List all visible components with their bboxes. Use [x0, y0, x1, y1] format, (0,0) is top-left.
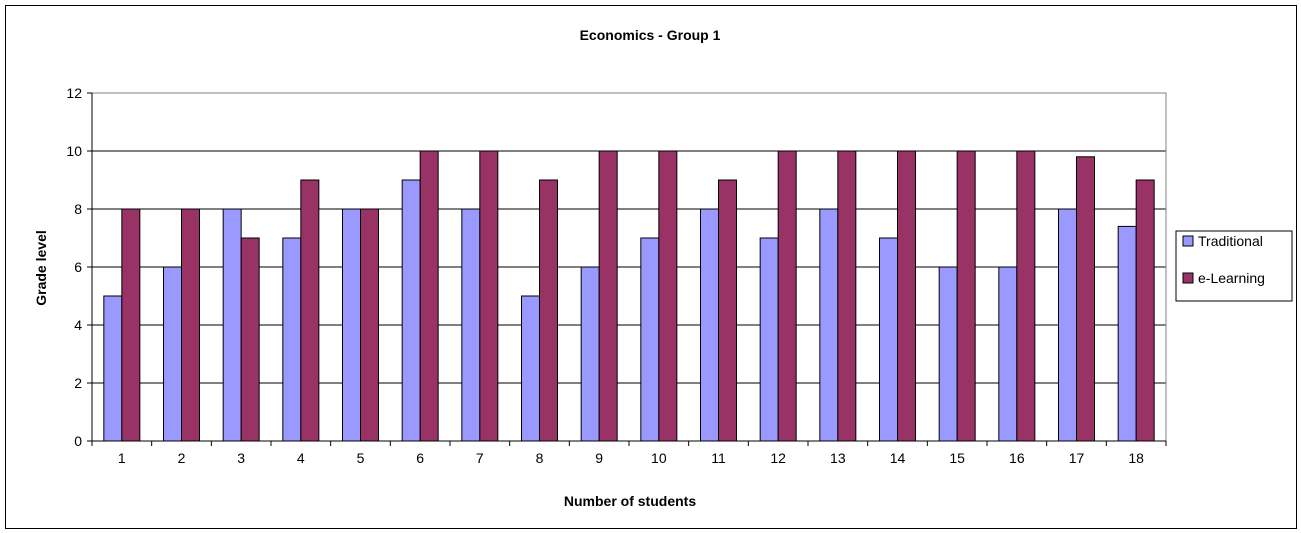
bar-traditional [401, 179, 421, 442]
x-tick-label: 11 [711, 450, 726, 466]
bar-traditional [998, 266, 1018, 442]
x-tick-label: 17 [1069, 450, 1085, 466]
bar-traditional [759, 237, 779, 442]
bar-traditional [938, 266, 958, 442]
bar-traditional [819, 208, 839, 442]
bar-elearning [658, 150, 678, 442]
bar-elearning [897, 150, 916, 442]
bar-elearning [1076, 156, 1095, 442]
bar-traditional [1117, 225, 1137, 442]
bar-elearning [360, 208, 379, 442]
x-tick-label: 1 [118, 450, 126, 466]
bar-elearning [479, 150, 499, 442]
bar-traditional [879, 237, 898, 442]
y-tick-label: 8 [74, 201, 82, 217]
bar-elearning [956, 150, 976, 442]
bars-group [103, 150, 1155, 442]
legend: Traditional e-Learning [1175, 230, 1293, 302]
legend-swatch [1182, 235, 1194, 247]
bar-traditional [163, 266, 182, 442]
chart-title: Economics - Group 1 [580, 27, 721, 43]
legend-label: Traditional [1198, 233, 1263, 249]
y-tick-label: 6 [74, 259, 82, 275]
x-tick-label: 8 [536, 450, 544, 466]
x-tick-label: 18 [1128, 450, 1144, 466]
x-tick-label: 13 [830, 450, 846, 466]
bar-elearning [777, 150, 797, 442]
bar-traditional [521, 295, 540, 442]
bar-elearning [837, 150, 857, 442]
bar-elearning [240, 237, 260, 442]
y-tick-label: 2 [74, 375, 82, 391]
bar-traditional [461, 208, 481, 442]
bar-traditional [282, 237, 302, 442]
x-tick-label: 2 [178, 450, 186, 466]
x-tick-label: 16 [1009, 450, 1025, 466]
legend-box [1175, 230, 1293, 302]
y-tick-label: 12 [66, 85, 82, 101]
x-tick-label: 15 [949, 450, 965, 466]
bar-traditional [342, 208, 361, 442]
x-tick-label: 3 [237, 450, 245, 466]
bar-traditional [222, 208, 242, 442]
x-axis-ticks: 1 2 3 4 5 6 7 8 9 10 11 12 13 14 15 16 17 18 [91, 441, 1167, 466]
x-tick-label: 7 [476, 450, 484, 466]
bar-elearning [539, 179, 558, 442]
x-tick-label: 6 [416, 450, 424, 466]
y-tick-label: 10 [66, 143, 82, 159]
bar-elearning [300, 179, 320, 442]
bar-elearning [598, 150, 618, 442]
y-axis-title: Grade level [33, 230, 49, 306]
y-tick-label: 0 [74, 433, 82, 449]
bar-traditional [103, 295, 123, 442]
x-tick-label: 4 [297, 450, 305, 466]
bar-traditional [700, 208, 719, 442]
bar-elearning [718, 179, 737, 442]
x-tick-label: 14 [890, 450, 906, 466]
legend-swatch [1182, 272, 1194, 284]
x-axis-title: Number of students [564, 493, 696, 509]
x-tick-label: 5 [357, 450, 365, 466]
bar-elearning [1135, 179, 1155, 442]
y-axis-ticks: 0 2 4 6 8 10 12 [66, 85, 92, 449]
bar-traditional [1058, 208, 1077, 442]
x-tick-label: 9 [595, 450, 603, 466]
x-tick-label: 12 [770, 450, 786, 466]
bar-elearning [181, 208, 200, 442]
x-tick-label: 10 [651, 450, 667, 466]
bar-elearning [419, 150, 439, 442]
legend-label: e-Learning [1198, 270, 1265, 286]
bar-traditional [580, 266, 600, 442]
bar-elearning [121, 208, 141, 442]
bar-traditional [640, 237, 660, 442]
bar-elearning [1016, 150, 1036, 442]
y-tick-label: 4 [74, 317, 82, 333]
